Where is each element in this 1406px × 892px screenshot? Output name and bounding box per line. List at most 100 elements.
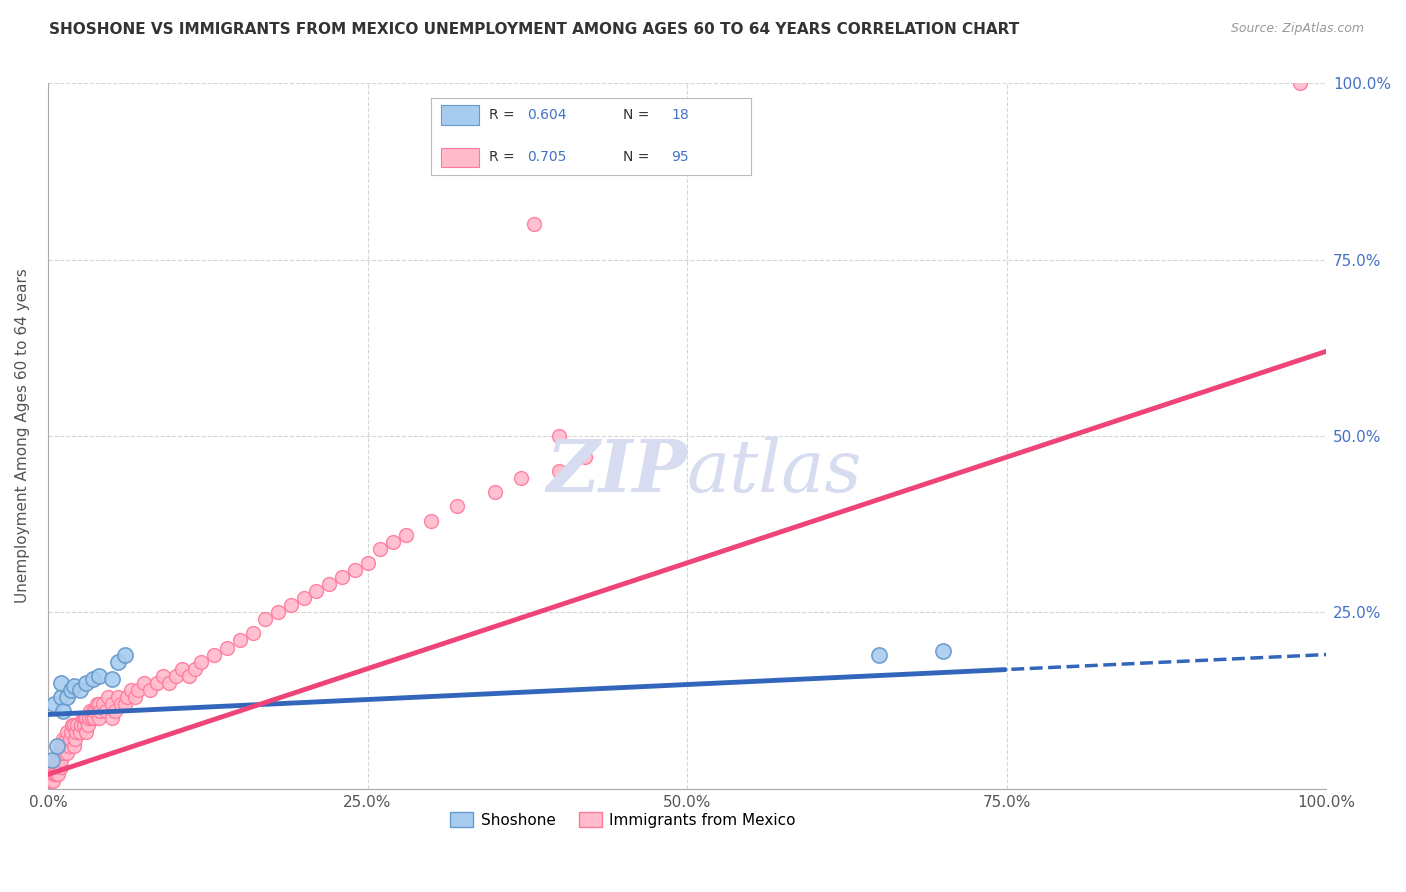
Y-axis label: Unemployment Among Ages 60 to 64 years: Unemployment Among Ages 60 to 64 years bbox=[15, 268, 30, 603]
Point bbox=[46, 739, 69, 754]
Point bbox=[46, 767, 69, 781]
Point bbox=[931, 644, 953, 658]
Point bbox=[103, 704, 125, 718]
Text: Source: ZipAtlas.com: Source: ZipAtlas.com bbox=[1230, 22, 1364, 36]
Point bbox=[107, 655, 129, 669]
Point bbox=[82, 672, 104, 686]
Point bbox=[56, 690, 79, 704]
Point bbox=[318, 577, 340, 591]
Point bbox=[69, 682, 91, 697]
Point bbox=[82, 704, 104, 718]
Point bbox=[42, 774, 65, 789]
Point bbox=[63, 732, 86, 747]
Point bbox=[60, 682, 83, 697]
Point bbox=[84, 704, 107, 718]
Point bbox=[46, 753, 69, 767]
Point bbox=[41, 753, 63, 767]
Point bbox=[76, 718, 98, 732]
Point bbox=[548, 429, 571, 443]
Point bbox=[62, 679, 84, 693]
Point bbox=[44, 697, 66, 711]
Point bbox=[89, 711, 111, 725]
Point bbox=[45, 753, 67, 767]
Point bbox=[49, 690, 72, 704]
Point bbox=[145, 675, 167, 690]
Point bbox=[70, 718, 93, 732]
Point bbox=[117, 690, 139, 704]
Point bbox=[190, 655, 212, 669]
Point bbox=[202, 648, 225, 662]
Point bbox=[267, 605, 290, 619]
Point bbox=[58, 739, 80, 754]
Point bbox=[49, 675, 72, 690]
Point bbox=[66, 718, 89, 732]
Text: atlas: atlas bbox=[688, 436, 862, 507]
Point bbox=[46, 760, 69, 774]
Point bbox=[94, 704, 117, 718]
Point bbox=[548, 464, 571, 478]
Point bbox=[868, 648, 890, 662]
Point bbox=[124, 690, 146, 704]
Point bbox=[446, 500, 468, 514]
Point bbox=[280, 598, 302, 612]
Point bbox=[395, 527, 418, 541]
Point bbox=[1289, 77, 1312, 91]
Point bbox=[41, 767, 63, 781]
Point bbox=[44, 767, 66, 781]
Point bbox=[184, 662, 207, 676]
Point bbox=[132, 675, 155, 690]
Point bbox=[80, 711, 103, 725]
Point bbox=[45, 767, 67, 781]
Point bbox=[107, 690, 129, 704]
Point bbox=[56, 725, 79, 739]
Point bbox=[52, 746, 75, 760]
Point bbox=[52, 732, 75, 747]
Point bbox=[75, 675, 97, 690]
Point bbox=[60, 718, 83, 732]
Point bbox=[89, 704, 111, 718]
Point bbox=[77, 711, 100, 725]
Point bbox=[343, 563, 366, 577]
Point bbox=[89, 697, 111, 711]
Point bbox=[60, 725, 83, 739]
Point bbox=[330, 570, 353, 584]
Point bbox=[370, 541, 392, 556]
Point bbox=[420, 514, 443, 528]
Point bbox=[101, 697, 124, 711]
Point bbox=[110, 697, 132, 711]
Point bbox=[254, 612, 277, 626]
Text: ZIP: ZIP bbox=[546, 435, 688, 507]
Point bbox=[97, 690, 120, 704]
Point bbox=[49, 739, 72, 754]
Point bbox=[49, 760, 72, 774]
Point bbox=[62, 718, 84, 732]
Point bbox=[39, 774, 62, 789]
Point bbox=[62, 739, 84, 754]
Point bbox=[48, 746, 70, 760]
Point bbox=[79, 704, 101, 718]
Point bbox=[292, 591, 315, 606]
Point bbox=[305, 584, 328, 599]
Text: SHOSHONE VS IMMIGRANTS FROM MEXICO UNEMPLOYMENT AMONG AGES 60 TO 64 YEARS CORREL: SHOSHONE VS IMMIGRANTS FROM MEXICO UNEMP… bbox=[49, 22, 1019, 37]
Point bbox=[89, 669, 111, 683]
Point bbox=[86, 697, 108, 711]
Point bbox=[73, 718, 96, 732]
Point bbox=[44, 760, 66, 774]
Point bbox=[75, 725, 97, 739]
Point bbox=[52, 704, 75, 718]
Point bbox=[59, 732, 82, 747]
Point bbox=[83, 711, 105, 725]
Point bbox=[120, 682, 142, 697]
Point bbox=[91, 697, 114, 711]
Point bbox=[75, 711, 97, 725]
Point bbox=[229, 633, 252, 648]
Point bbox=[509, 471, 531, 485]
Point bbox=[382, 534, 405, 549]
Point bbox=[159, 675, 181, 690]
Point bbox=[53, 739, 76, 754]
Point bbox=[55, 732, 77, 747]
Point bbox=[574, 450, 596, 464]
Point bbox=[165, 669, 187, 683]
Point bbox=[101, 672, 124, 686]
Point bbox=[177, 669, 200, 683]
